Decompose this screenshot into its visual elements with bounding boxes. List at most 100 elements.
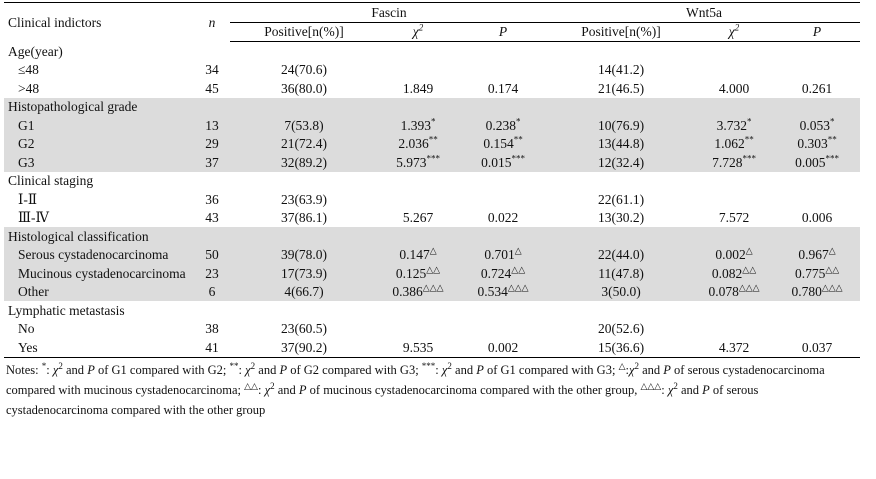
- cell-text: 37: [205, 154, 219, 170]
- cell-text: 4.000: [718, 80, 750, 96]
- superscript: 2: [634, 360, 639, 371]
- cell-text: 0.261: [801, 80, 833, 96]
- cell: 37(86.1): [230, 209, 378, 228]
- cell-text: G2: [18, 136, 35, 152]
- cell-text: G1: [18, 117, 35, 133]
- cell-text: Positive[n(%)]: [264, 24, 344, 40]
- superscript: △: [618, 360, 626, 371]
- cell: 0.701△: [458, 245, 549, 264]
- data-row: G3 37 32(89.2) 5.973*** 0.015*** 12(32.4) 7.72…: [4, 153, 861, 172]
- cell-text: 1.849: [402, 80, 434, 96]
- cell-text: 0.724: [480, 265, 512, 281]
- cell-text: 13(30.2): [597, 210, 645, 226]
- cell: 0.238*: [458, 116, 549, 135]
- column-header: Positive[n(%)]: [548, 22, 695, 42]
- cell-text: 0.015: [481, 154, 512, 170]
- header-text: Fascin: [371, 4, 407, 20]
- cell-text: 22(61.1): [597, 191, 645, 207]
- cell: [774, 61, 860, 80]
- row-label: G2: [4, 134, 194, 153]
- superscript: △△: [511, 264, 526, 275]
- cell: 0.002△: [694, 245, 775, 264]
- cell-text: 0.022: [487, 210, 519, 226]
- cell: 0.724△△: [458, 264, 549, 283]
- cell-text: 37(90.2): [280, 339, 328, 355]
- cell-text: >48: [18, 80, 40, 96]
- row-label: Yes: [4, 338, 194, 358]
- cell-text: 2.036: [398, 136, 429, 152]
- cell-text: 1.062: [714, 136, 745, 152]
- superscript: *: [746, 116, 752, 127]
- cell: 0.078△△△: [694, 282, 775, 301]
- superscript: △: [828, 245, 836, 256]
- cell-text: P: [812, 24, 822, 40]
- data-row: ≤48 34 24(70.6) 14(41.2): [4, 61, 860, 80]
- cell: 6: [194, 282, 230, 301]
- header-cell: Clinical indictors: [4, 2, 194, 42]
- cell-text: 15(36.6): [597, 339, 645, 355]
- row-label: Other: [4, 282, 194, 301]
- data-row: Ⅲ-Ⅳ 43 37(86.1) 5.267 0.022 13(30.2) 7.572 0.00…: [4, 209, 860, 228]
- cell-text: 0.082: [711, 265, 743, 281]
- note-text: and: [62, 362, 88, 377]
- cell: [458, 61, 548, 80]
- note-symbol: P: [279, 362, 288, 377]
- cell: 22(44.0): [548, 245, 695, 264]
- group-row: Age(year): [4, 42, 860, 61]
- data-row: Mucinous cystadenocarcinoma 23 17(73.9) 0.1…: [4, 264, 861, 283]
- group-label: Histological classification: [4, 227, 861, 246]
- superscript: △△△: [821, 282, 843, 293]
- cell: 13(44.8): [548, 134, 695, 153]
- cell-text: 0.780: [791, 284, 822, 300]
- cell: 4(66.7): [230, 282, 378, 301]
- data-row: Serous cystadenocarcinoma 50 39(78.0) 0.147…: [4, 245, 861, 264]
- cell: 2.036**: [378, 134, 458, 153]
- row-label: Mucinous cystadenocarcinoma: [4, 264, 194, 283]
- cell-text: χ: [728, 24, 735, 40]
- column-header: P: [458, 22, 549, 42]
- cell: 29: [194, 134, 230, 153]
- superscript: ***: [426, 153, 440, 164]
- data-row: Yes 41 37(90.2) 9.535 0.002 15(36.6) 4.372 0.03…: [4, 338, 861, 358]
- row-label: Ⅲ-Ⅳ: [4, 209, 194, 228]
- cell-text: 0.238: [485, 117, 516, 133]
- row-label: Ⅰ-Ⅱ: [4, 190, 194, 209]
- cell: 41: [194, 338, 230, 358]
- superscript: △△: [825, 264, 840, 275]
- cell: 38: [194, 320, 230, 339]
- cell-text: 23(60.5): [280, 321, 328, 337]
- group-row: Histological classification: [4, 227, 861, 246]
- cell: 7.728***: [694, 153, 775, 172]
- cell-text: 34: [205, 62, 219, 78]
- cell-text: 13(44.8): [597, 136, 645, 152]
- header-row: Clinical indictors n Fascin Wnt5a: [4, 2, 861, 42]
- cell: 0.005***: [774, 153, 861, 172]
- cell: 21(72.4): [230, 134, 378, 153]
- superscript: △△: [742, 264, 757, 275]
- cell-text: Clinical staging: [8, 173, 94, 189]
- column-header: Positive[n(%)]: [230, 22, 378, 42]
- cell: 37(90.2): [230, 338, 378, 358]
- cell: 12(32.4): [548, 153, 695, 172]
- cell: 0.780△△△: [774, 282, 861, 301]
- cell-text: 0.125: [395, 265, 427, 281]
- cell: 34: [194, 61, 230, 80]
- cell: 13(30.2): [548, 209, 694, 228]
- cell-text: 4(66.7): [284, 284, 324, 300]
- cell-text: Yes: [18, 339, 38, 355]
- group-header: Wnt5a: [548, 2, 861, 23]
- cell-text: 1.393: [400, 117, 431, 133]
- cell-text: 0.147: [399, 247, 430, 263]
- table-body: Age(year) ≤48 34 24(70.6) 14(41.2) >48 45 36(80…: [4, 42, 861, 358]
- cell-text: 37(86.1): [280, 210, 328, 226]
- column-header: χ2: [378, 22, 458, 42]
- superscript: ***: [825, 153, 839, 164]
- note-text: and: [255, 362, 280, 377]
- cell: 0.261: [774, 79, 860, 98]
- cell: 15(36.6): [548, 338, 695, 358]
- cell: [774, 320, 860, 339]
- cell: 10(76.9): [548, 116, 695, 135]
- cell-text: 17(73.9): [280, 265, 328, 281]
- cell-text: 39(78.0): [280, 247, 328, 263]
- superscript: △: [429, 245, 437, 256]
